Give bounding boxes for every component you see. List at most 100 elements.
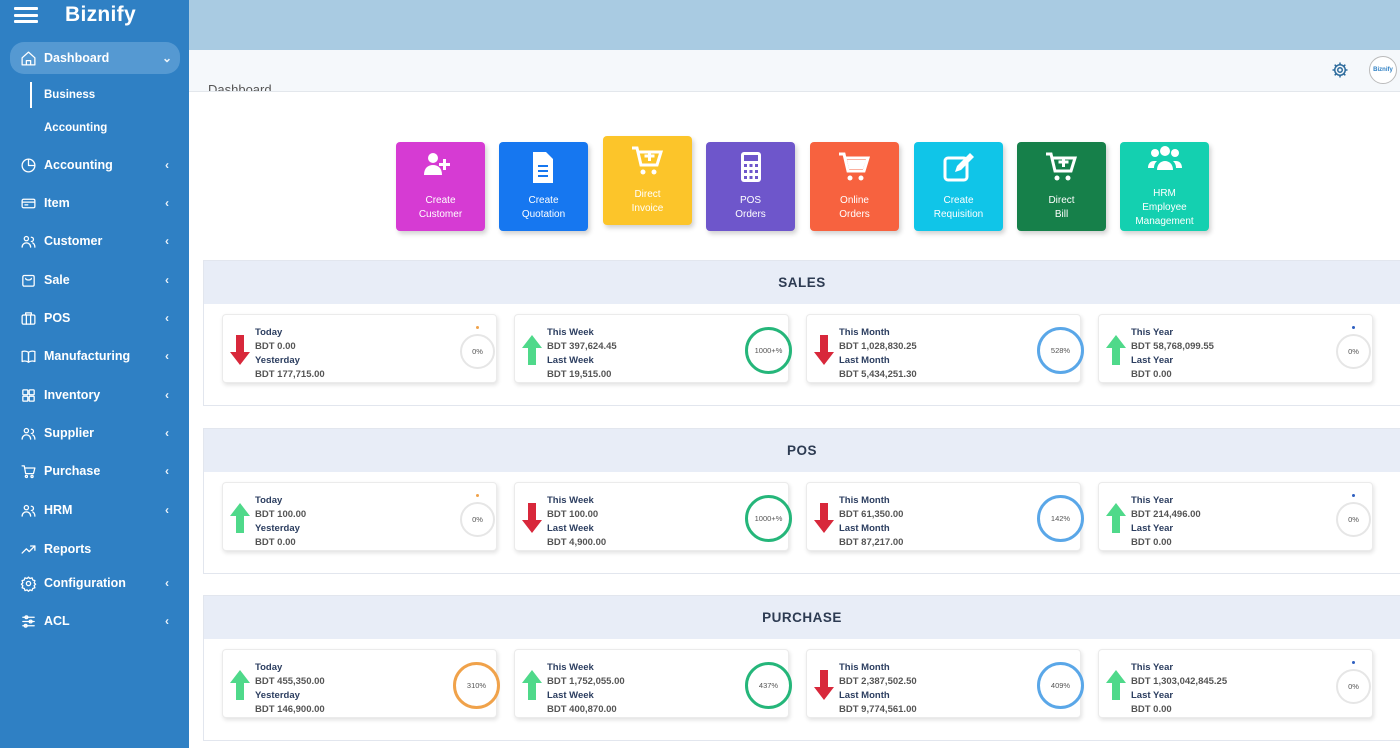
stat-card: This Month BDT 1,028,830.25 Last Month BDT … bbox=[806, 314, 1084, 383]
sidebar-item-label: HRM bbox=[44, 503, 73, 517]
sidebar-item-pos[interactable]: POS ‹ bbox=[10, 302, 180, 334]
sidebar-subitem-accounting[interactable]: Accounting bbox=[44, 122, 108, 134]
sidebar-item-accounting[interactable]: Accounting ‹ bbox=[10, 149, 180, 181]
stat-label: Last Month bbox=[839, 690, 890, 701]
arrow-up-icon bbox=[1106, 670, 1126, 700]
stat-label: This Week bbox=[547, 327, 594, 338]
stat-value: BDT 5,434,251.30 bbox=[839, 369, 917, 380]
sidebar-item-label: Inventory bbox=[44, 388, 101, 402]
stat-card: This Week BDT 397,624.45 Last Week BDT 19,5… bbox=[514, 314, 792, 383]
chevron-left-icon: ‹ bbox=[165, 464, 169, 478]
sidebar-item-configuration[interactable]: Configuration ‹ bbox=[10, 567, 180, 599]
gear-icon[interactable] bbox=[1331, 61, 1349, 79]
stat-label: Last Month bbox=[839, 523, 890, 534]
stat-label: This Year bbox=[1131, 495, 1174, 506]
stat-value: BDT 455,350.00 bbox=[255, 676, 325, 687]
sidebar-item-supplier[interactable]: Supplier ‹ bbox=[10, 417, 180, 449]
stat-value: BDT 9,774,561.00 bbox=[839, 704, 917, 715]
percent-ring: 528% bbox=[1037, 327, 1084, 374]
arrow-up-icon bbox=[522, 670, 542, 700]
quick-action-create-customer[interactable]: Create Customer bbox=[396, 142, 485, 231]
stat-card: Today BDT 0.00 Yesterday BDT 177,715.00 0% bbox=[222, 314, 497, 383]
quick-action-label: Create bbox=[528, 195, 559, 206]
group-icon bbox=[1147, 144, 1182, 187]
sidebar-item-label: Sale bbox=[44, 273, 70, 287]
indicator-dot bbox=[1352, 494, 1355, 497]
sidebar-item-item[interactable]: Item ‹ bbox=[10, 187, 180, 219]
quick-action-pos-orders[interactable]: POS Orders bbox=[706, 142, 795, 231]
sidebar-item-reports[interactable]: Reports bbox=[10, 533, 180, 565]
quick-action-label: Quotation bbox=[521, 209, 566, 220]
quick-action-direct-bill[interactable]: Direct Bill bbox=[1017, 142, 1106, 231]
quick-action-label: Requisition bbox=[933, 209, 984, 220]
stat-text: This Week BDT 100.00 Last Week BDT 4,900.00 bbox=[547, 494, 606, 550]
brand-name: Biznify bbox=[65, 3, 136, 26]
users-icon bbox=[18, 231, 38, 251]
stat-text: Today BDT 0.00 Yesterday BDT 177,715.00 bbox=[255, 326, 325, 382]
arrow-up-icon bbox=[1106, 503, 1126, 533]
hamburger-menu-icon[interactable] bbox=[14, 7, 38, 23]
page-title: Dashboard bbox=[208, 82, 272, 91]
users-icon bbox=[18, 500, 38, 520]
cart-icon bbox=[838, 151, 872, 194]
cart-icon bbox=[18, 461, 38, 481]
stat-value: BDT 0.00 bbox=[1131, 537, 1172, 548]
sidebar-item-customer[interactable]: Customer ‹ bbox=[10, 225, 180, 257]
quick-action-label: POS bbox=[739, 195, 762, 206]
chevron-left-icon: ‹ bbox=[165, 426, 169, 440]
stat-label: This Month bbox=[839, 327, 890, 338]
home-icon bbox=[18, 48, 38, 68]
percent-ring: 0% bbox=[460, 502, 495, 537]
avatar[interactable]: Biznify bbox=[1369, 56, 1397, 84]
stat-label: Last Week bbox=[547, 523, 594, 534]
indicator-dot bbox=[1352, 661, 1355, 664]
users-icon bbox=[18, 423, 38, 443]
sidebar-subitem-business[interactable]: Business bbox=[30, 82, 180, 108]
top-bar bbox=[189, 0, 1400, 50]
quick-action-label: Orders bbox=[839, 209, 870, 220]
pie-chart-icon bbox=[18, 155, 38, 175]
stat-label: Yesterday bbox=[255, 355, 300, 366]
section-title: SALES bbox=[204, 261, 1400, 304]
quick-action-hrm-employee[interactable]: HRM Employee Management bbox=[1120, 142, 1209, 231]
stat-card: Today BDT 100.00 Yesterday BDT 0.00 0% bbox=[222, 482, 497, 551]
arrow-down-icon bbox=[814, 503, 834, 533]
stat-card: This Month BDT 61,350.00 Last Month BDT 87,… bbox=[806, 482, 1084, 551]
sidebar-item-purchase[interactable]: Purchase ‹ bbox=[10, 455, 180, 487]
sidebar-item-manufacturing[interactable]: Manufacturing ‹ bbox=[10, 340, 180, 372]
section-sales: SALES Today BDT 0.00 Yesterday BDT 177,715.0… bbox=[203, 260, 1400, 406]
quick-action-create-requisition[interactable]: Create Requisition bbox=[914, 142, 1003, 231]
sidebar-item-acl[interactable]: ACL ‹ bbox=[10, 605, 180, 637]
stat-value: BDT 177,715.00 bbox=[255, 369, 325, 380]
stat-value: BDT 100.00 bbox=[547, 509, 599, 520]
stat-text: Today BDT 455,350.00 Yesterday BDT 146,900.… bbox=[255, 661, 325, 717]
section-pos: POS Today BDT 100.00 Yesterday BDT 0.00 0% Thi… bbox=[203, 428, 1400, 574]
quick-action-create-quotation[interactable]: Create Quotation bbox=[499, 142, 588, 231]
document-icon bbox=[527, 151, 561, 194]
stat-value: BDT 19,515.00 bbox=[547, 369, 612, 380]
quick-action-online-orders[interactable]: Online Orders bbox=[810, 142, 899, 231]
stat-value: BDT 400,870.00 bbox=[547, 704, 617, 715]
stat-label: Last Year bbox=[1131, 355, 1174, 366]
sidebar-item-hrm[interactable]: HRM ‹ bbox=[10, 494, 180, 526]
stat-label: Last Week bbox=[547, 690, 594, 701]
stat-value: BDT 0.00 bbox=[255, 537, 296, 548]
stat-label: Last Year bbox=[1131, 690, 1174, 701]
arrow-down-icon bbox=[230, 335, 250, 365]
percent-ring: 310% bbox=[453, 662, 500, 709]
quick-action-direct-invoice[interactable]: Direct Invoice bbox=[603, 136, 692, 225]
chevron-left-icon: ‹ bbox=[165, 158, 169, 172]
stat-card: This Week BDT 1,752,055.00 Last Week BDT 40… bbox=[514, 649, 792, 718]
stat-label: Today bbox=[255, 495, 283, 506]
section-purchase: PURCHASE Today BDT 455,350.00 Yesterday BDT … bbox=[203, 595, 1400, 741]
sidebar-item-label: Configuration bbox=[44, 576, 126, 590]
sidebar-item-inventory[interactable]: Inventory ‹ bbox=[10, 379, 180, 411]
sliders-icon bbox=[18, 611, 38, 631]
sidebar-item-label: Dashboard bbox=[44, 51, 110, 65]
percent-ring: 437% bbox=[745, 662, 792, 709]
user-plus-icon bbox=[423, 151, 458, 194]
sidebar-item-label: Item bbox=[44, 196, 70, 210]
stat-value: BDT 397,624.45 bbox=[547, 341, 617, 352]
sidebar-item-sale[interactable]: Sale ‹ bbox=[10, 264, 180, 296]
sidebar-item-dashboard[interactable]: Dashboard ⌄ bbox=[10, 42, 180, 74]
